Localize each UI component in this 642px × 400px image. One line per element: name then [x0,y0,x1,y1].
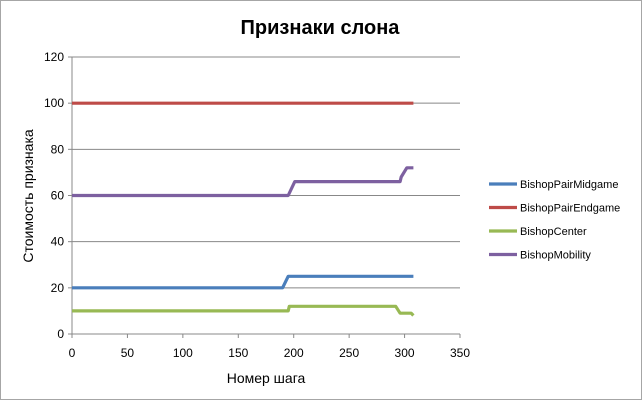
legend-item: BishopCenter [489,226,587,238]
legend: BishopPairMidgame BishopPairEndgame Bishop… [489,179,620,262]
legend-label: BishopCenter [520,226,587,238]
y-tick-label: 0 [57,327,64,341]
axes [68,56,461,338]
y-tick-label: 40 [51,235,65,249]
legend-label: BishopPairEndgame [520,203,620,215]
gridlines [72,56,460,289]
series-line-BishopPairMidgame [72,274,414,290]
y-tick-label: 100 [44,96,64,110]
x-tick-label: 350 [450,346,470,360]
x-tick-label: 100 [173,346,193,360]
series-lines [72,101,415,317]
y-tick-label: 20 [51,281,65,295]
legend-label: BishopPairMidgame [520,179,618,191]
x-tick-label: 250 [339,346,359,360]
y-axis-label: Стоимость признака [20,129,36,263]
x-tick-label: 50 [121,346,135,360]
chart-title: Признаки слона [241,17,401,39]
series-line-BishopCenter [72,304,415,317]
legend-item: BishopPairEndgame [489,203,620,215]
y-tick-label: 120 [44,50,64,64]
x-tick-label: 200 [284,346,304,360]
legend-item: BishopPairMidgame [489,179,618,191]
x-tick-label: 0 [69,346,76,360]
x-tick-label: 150 [228,346,248,360]
x-tick-labels: 0 50 100 150 200 250 300 350 [69,346,471,360]
x-tick-label: 300 [395,346,415,360]
y-tick-label: 80 [51,142,65,156]
legend-label: BishopMobility [520,250,591,262]
y-tick-label: 60 [51,189,65,203]
x-axis-label: Номер шага [227,370,306,386]
legend-item: BishopMobility [489,250,591,262]
y-tick-labels: 0 20 40 60 80 100 120 [44,50,64,341]
series-line-BishopMobility [72,166,414,198]
